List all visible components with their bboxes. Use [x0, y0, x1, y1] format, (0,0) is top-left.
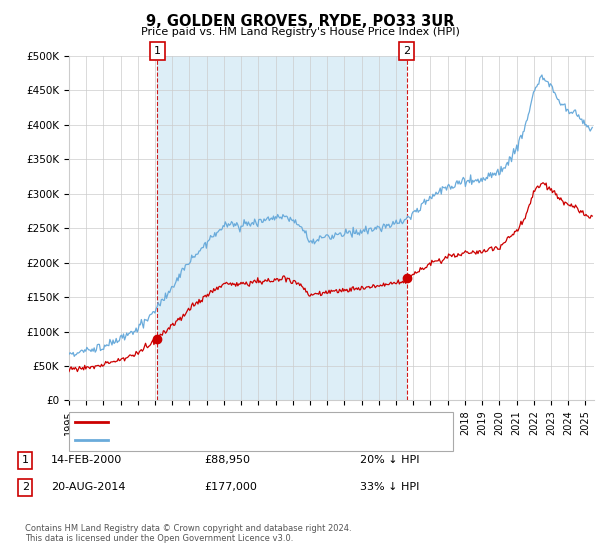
Text: 20-AUG-2014: 20-AUG-2014: [51, 482, 125, 492]
Text: 1: 1: [22, 455, 29, 465]
Text: Contains HM Land Registry data © Crown copyright and database right 2024.
This d: Contains HM Land Registry data © Crown c…: [25, 524, 352, 543]
Text: 9, GOLDEN GROVES, RYDE, PO33 3UR (detached house): 9, GOLDEN GROVES, RYDE, PO33 3UR (detach…: [114, 417, 406, 427]
Text: 33% ↓ HPI: 33% ↓ HPI: [360, 482, 419, 492]
Text: 2: 2: [403, 46, 410, 56]
Text: 20% ↓ HPI: 20% ↓ HPI: [360, 455, 419, 465]
Text: 14-FEB-2000: 14-FEB-2000: [51, 455, 122, 465]
Text: 1: 1: [154, 46, 161, 56]
Text: HPI: Average price, detached house, Isle of Wight: HPI: Average price, detached house, Isle…: [114, 435, 372, 445]
Text: Price paid vs. HM Land Registry's House Price Index (HPI): Price paid vs. HM Land Registry's House …: [140, 27, 460, 37]
Text: £177,000: £177,000: [204, 482, 257, 492]
Text: £88,950: £88,950: [204, 455, 250, 465]
Text: 9, GOLDEN GROVES, RYDE, PO33 3UR: 9, GOLDEN GROVES, RYDE, PO33 3UR: [146, 14, 454, 29]
Text: 2: 2: [22, 482, 29, 492]
Bar: [157, 56, 407, 400]
